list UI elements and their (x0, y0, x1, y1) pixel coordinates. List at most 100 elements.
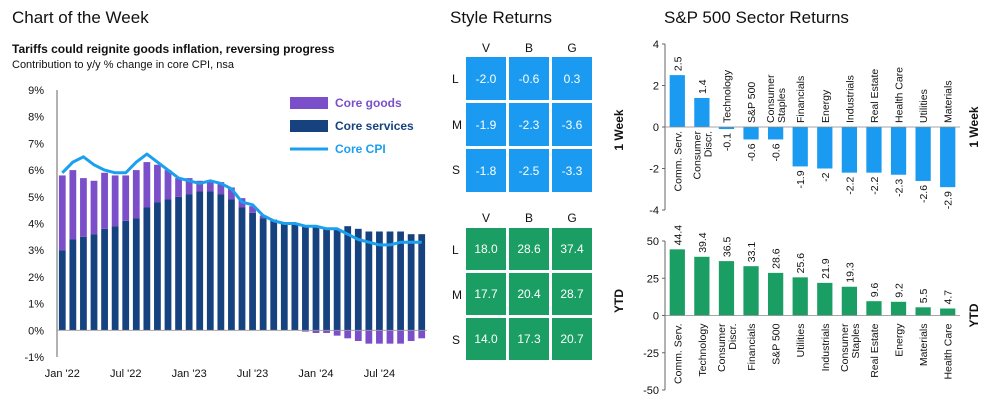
core-goods-bar (397, 330, 404, 344)
category-label: Comm. Serv. (672, 131, 684, 191)
sector-bar (768, 272, 784, 316)
core-services-bar (122, 220, 130, 331)
category-label: Consumer (691, 130, 703, 179)
sector-returns-title: S&P 500 Sector Returns (664, 8, 849, 27)
x-tick-label: Jul '22 (110, 368, 141, 380)
category-label: Energy (894, 323, 906, 357)
core-services-bar (407, 234, 415, 331)
sector-bar (792, 277, 808, 316)
style-week-cell: -1.9 (466, 103, 506, 146)
core-services-bar (132, 218, 140, 331)
category-label: Technology (697, 323, 709, 377)
core-goods-bar (206, 182, 214, 192)
core-cpi-line (61, 152, 422, 247)
category-label: Financials (795, 76, 807, 123)
style-ytd-cell: 28.6 (509, 228, 549, 270)
core-goods-bar (143, 162, 151, 208)
style-week-cell: -3.3 (552, 149, 592, 192)
core-goods-bar (111, 175, 119, 227)
core-goods-bar (164, 170, 172, 200)
core-goods-bar (407, 330, 415, 341)
x-tick-label: Jan '22 (45, 368, 80, 380)
column-header: V (481, 211, 490, 225)
y-tick-label: -2 (649, 164, 659, 176)
legend-label-core-services: Core services (335, 119, 414, 133)
style-week-cell: 0.3 (552, 57, 592, 100)
sector-bar (890, 301, 907, 316)
x-tick-label: Jan '23 (172, 368, 207, 380)
y-tick-label: 9% (28, 85, 44, 97)
core-goods-bar (90, 180, 98, 235)
x-tick-label: Jul '24 (364, 368, 395, 380)
category-label: Industrials (844, 75, 856, 123)
category-label: Comm. Serv. (672, 324, 684, 384)
data-label: -2 (820, 172, 832, 181)
category-label: Financials (746, 324, 758, 371)
core-services-bar (69, 239, 77, 331)
core-services-bar (376, 231, 383, 331)
core-goods-bar (58, 175, 66, 251)
category-label: Industrials (820, 324, 832, 372)
page-title: Chart of the Week (12, 8, 149, 27)
row-header: L (452, 72, 459, 86)
core-services-bar (344, 226, 352, 331)
y-tick-label: -50 (643, 385, 659, 397)
core-goods-bar (302, 330, 309, 332)
sector-bar (890, 127, 907, 175)
sector-bar (817, 282, 833, 316)
y-tick-label: 4% (28, 219, 44, 231)
category-label: Technology (721, 69, 733, 123)
data-label: 2.5 (672, 56, 684, 71)
category-label: Discr. (727, 324, 739, 350)
sector-bar (817, 127, 833, 169)
row-header: L (452, 243, 459, 257)
data-label: 4.7 (943, 290, 955, 305)
style-week-grid: -2.0 -0.6 0.3 -1.9 -2.3 -3.6 -1.8 -2.5 -… (466, 57, 592, 192)
data-label: 33.1 (746, 242, 758, 263)
core-services-bar (185, 194, 193, 331)
sector-bar (841, 286, 857, 316)
core-goods-bar (323, 330, 330, 333)
y-tick-label: 8% (28, 112, 44, 124)
core-services-bar (270, 220, 278, 331)
sector-bar (694, 256, 710, 316)
category-label: Real Estate (869, 69, 881, 123)
sector-bar (915, 307, 931, 316)
core-goods-bar (154, 164, 161, 203)
core-services-bar (333, 228, 341, 331)
style-ytd-cell: 28.7 (552, 273, 592, 315)
core-services-bar (175, 196, 182, 331)
sector-bar (669, 249, 685, 316)
category-label: Materials (943, 80, 955, 123)
row-header: M (452, 288, 462, 302)
sector-bar (669, 75, 685, 127)
y-tick-label: 50 (647, 236, 659, 248)
y-tick-label: 6% (28, 165, 44, 177)
core-services-bar (302, 226, 309, 331)
y-tick-label: 2 (653, 81, 659, 93)
data-label: -2.9 (943, 191, 955, 209)
core-goods-bar (365, 330, 373, 344)
sector-bar (718, 127, 735, 130)
y-tick-label: -1% (24, 352, 44, 364)
core-goods-bar (376, 330, 383, 344)
style-week-cell: -1.8 (466, 149, 506, 192)
sector-bar (841, 127, 857, 173)
core-services-bar (238, 207, 246, 331)
y-tick-label: 7% (28, 138, 44, 150)
data-label: -2.3 (894, 179, 906, 197)
core-goods-bar (249, 206, 256, 213)
y-tick-label: 4 (653, 39, 659, 51)
style-week-cell: -2.5 (509, 149, 549, 192)
style-week-cell: -0.6 (509, 57, 549, 100)
y-tick-label: 1% (28, 299, 44, 311)
legend-label-core-cpi: Core CPI (335, 142, 386, 156)
core-services-bar (206, 191, 214, 331)
core-goods-bar (132, 170, 140, 219)
legend-swatch-core-services (290, 120, 328, 132)
y-tick-label: 0 (653, 311, 659, 323)
y-tick-label: 5% (28, 192, 44, 204)
y-tick-label: 25 (647, 273, 659, 285)
core-goods-bar (354, 330, 362, 341)
core-services-bar (354, 228, 362, 331)
